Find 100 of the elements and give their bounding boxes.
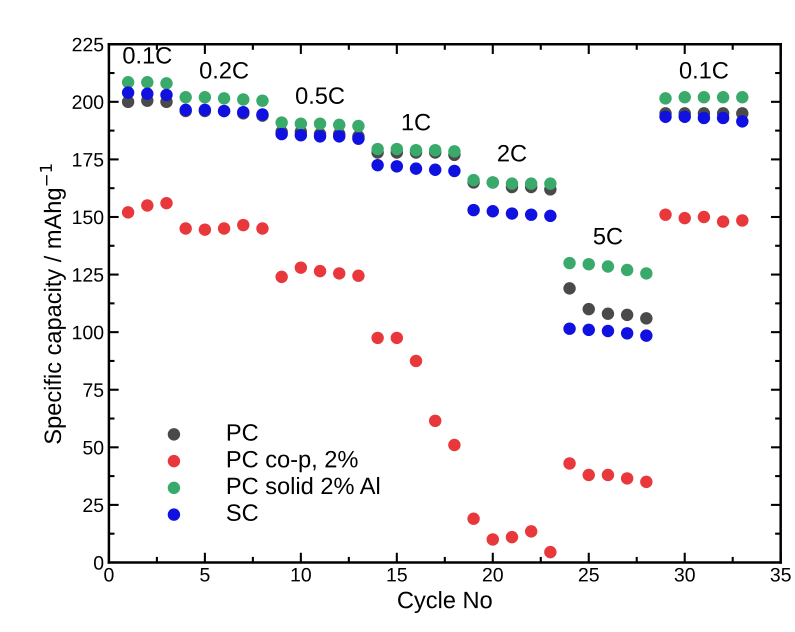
point [122,76,134,88]
point [467,174,480,186]
legend-label: PC solid 2% Al [228,476,380,494]
point [736,115,749,128]
point [582,468,595,482]
point [448,438,461,452]
point [640,476,653,488]
x-axis-title: Cycle No [398,591,492,614]
point [333,267,346,280]
point [602,468,614,482]
x-tick-label: 25 [578,568,599,582]
point [428,414,442,428]
point [122,206,134,219]
x-tick-label: 30 [674,568,695,582]
y-tick-label: 175 [73,153,104,167]
point [352,270,365,282]
point [256,222,269,235]
point [314,117,326,130]
annotation: 0.5C [296,87,344,104]
point [506,530,518,544]
point [294,129,308,142]
point [390,142,404,156]
point [390,332,404,344]
point [448,145,461,158]
point [428,164,442,176]
point [371,158,384,172]
point [602,308,614,320]
point [371,142,384,156]
point [371,332,384,344]
point [352,120,365,132]
point [620,264,634,276]
x-tick-label: 10 [292,568,311,582]
point [467,512,480,525]
point [179,222,192,235]
point [141,88,154,100]
point [563,256,576,270]
y-tick-label: 50 [83,440,104,455]
y-tick-label: 125 [73,268,104,282]
point [524,177,538,190]
point [410,162,422,175]
point [486,205,499,218]
point [198,91,212,104]
point [218,222,230,235]
point [716,215,730,228]
point [678,110,691,124]
point [563,322,576,335]
x-tick-label: 5 [200,568,210,582]
point [678,91,691,104]
point [640,329,653,342]
point [698,112,710,124]
point [218,92,230,105]
annotation: 0.2C [200,62,248,79]
point [659,208,672,221]
point [294,261,308,274]
legend-label: PC co-p, 2% [228,450,358,472]
point [256,94,269,107]
point [333,130,346,143]
point [620,472,634,485]
x-tick-label: 0 [104,568,114,582]
y-tick-label: 25 [83,498,104,512]
point [237,218,250,232]
point [544,546,557,558]
point [198,223,212,236]
point [275,270,288,284]
point [582,324,595,336]
point [544,210,557,222]
point [506,207,518,220]
point [275,116,288,129]
point [524,525,538,538]
point [314,264,326,278]
x-tick-label: 20 [482,568,503,582]
point [582,302,595,316]
point [122,86,134,99]
point [602,324,614,338]
y-tick-label: 100 [73,326,104,340]
point [602,260,614,273]
point [448,164,461,178]
point [275,128,288,140]
point [141,199,154,212]
legend-label: PC [228,424,258,441]
point [716,91,730,104]
annotation: 0.1C [123,46,172,64]
point [563,457,576,470]
point [620,308,634,322]
point [467,204,480,216]
point [314,130,326,143]
point [486,533,499,546]
point [524,208,538,221]
point [428,144,442,156]
legend-label: SC [226,504,258,522]
point [179,91,192,104]
point [716,112,730,124]
point [640,267,653,280]
y-tick-label: 200 [72,95,104,110]
point [582,258,595,270]
point [563,282,576,295]
point [160,77,173,90]
point [659,92,672,105]
point [333,118,346,132]
point [410,354,422,368]
